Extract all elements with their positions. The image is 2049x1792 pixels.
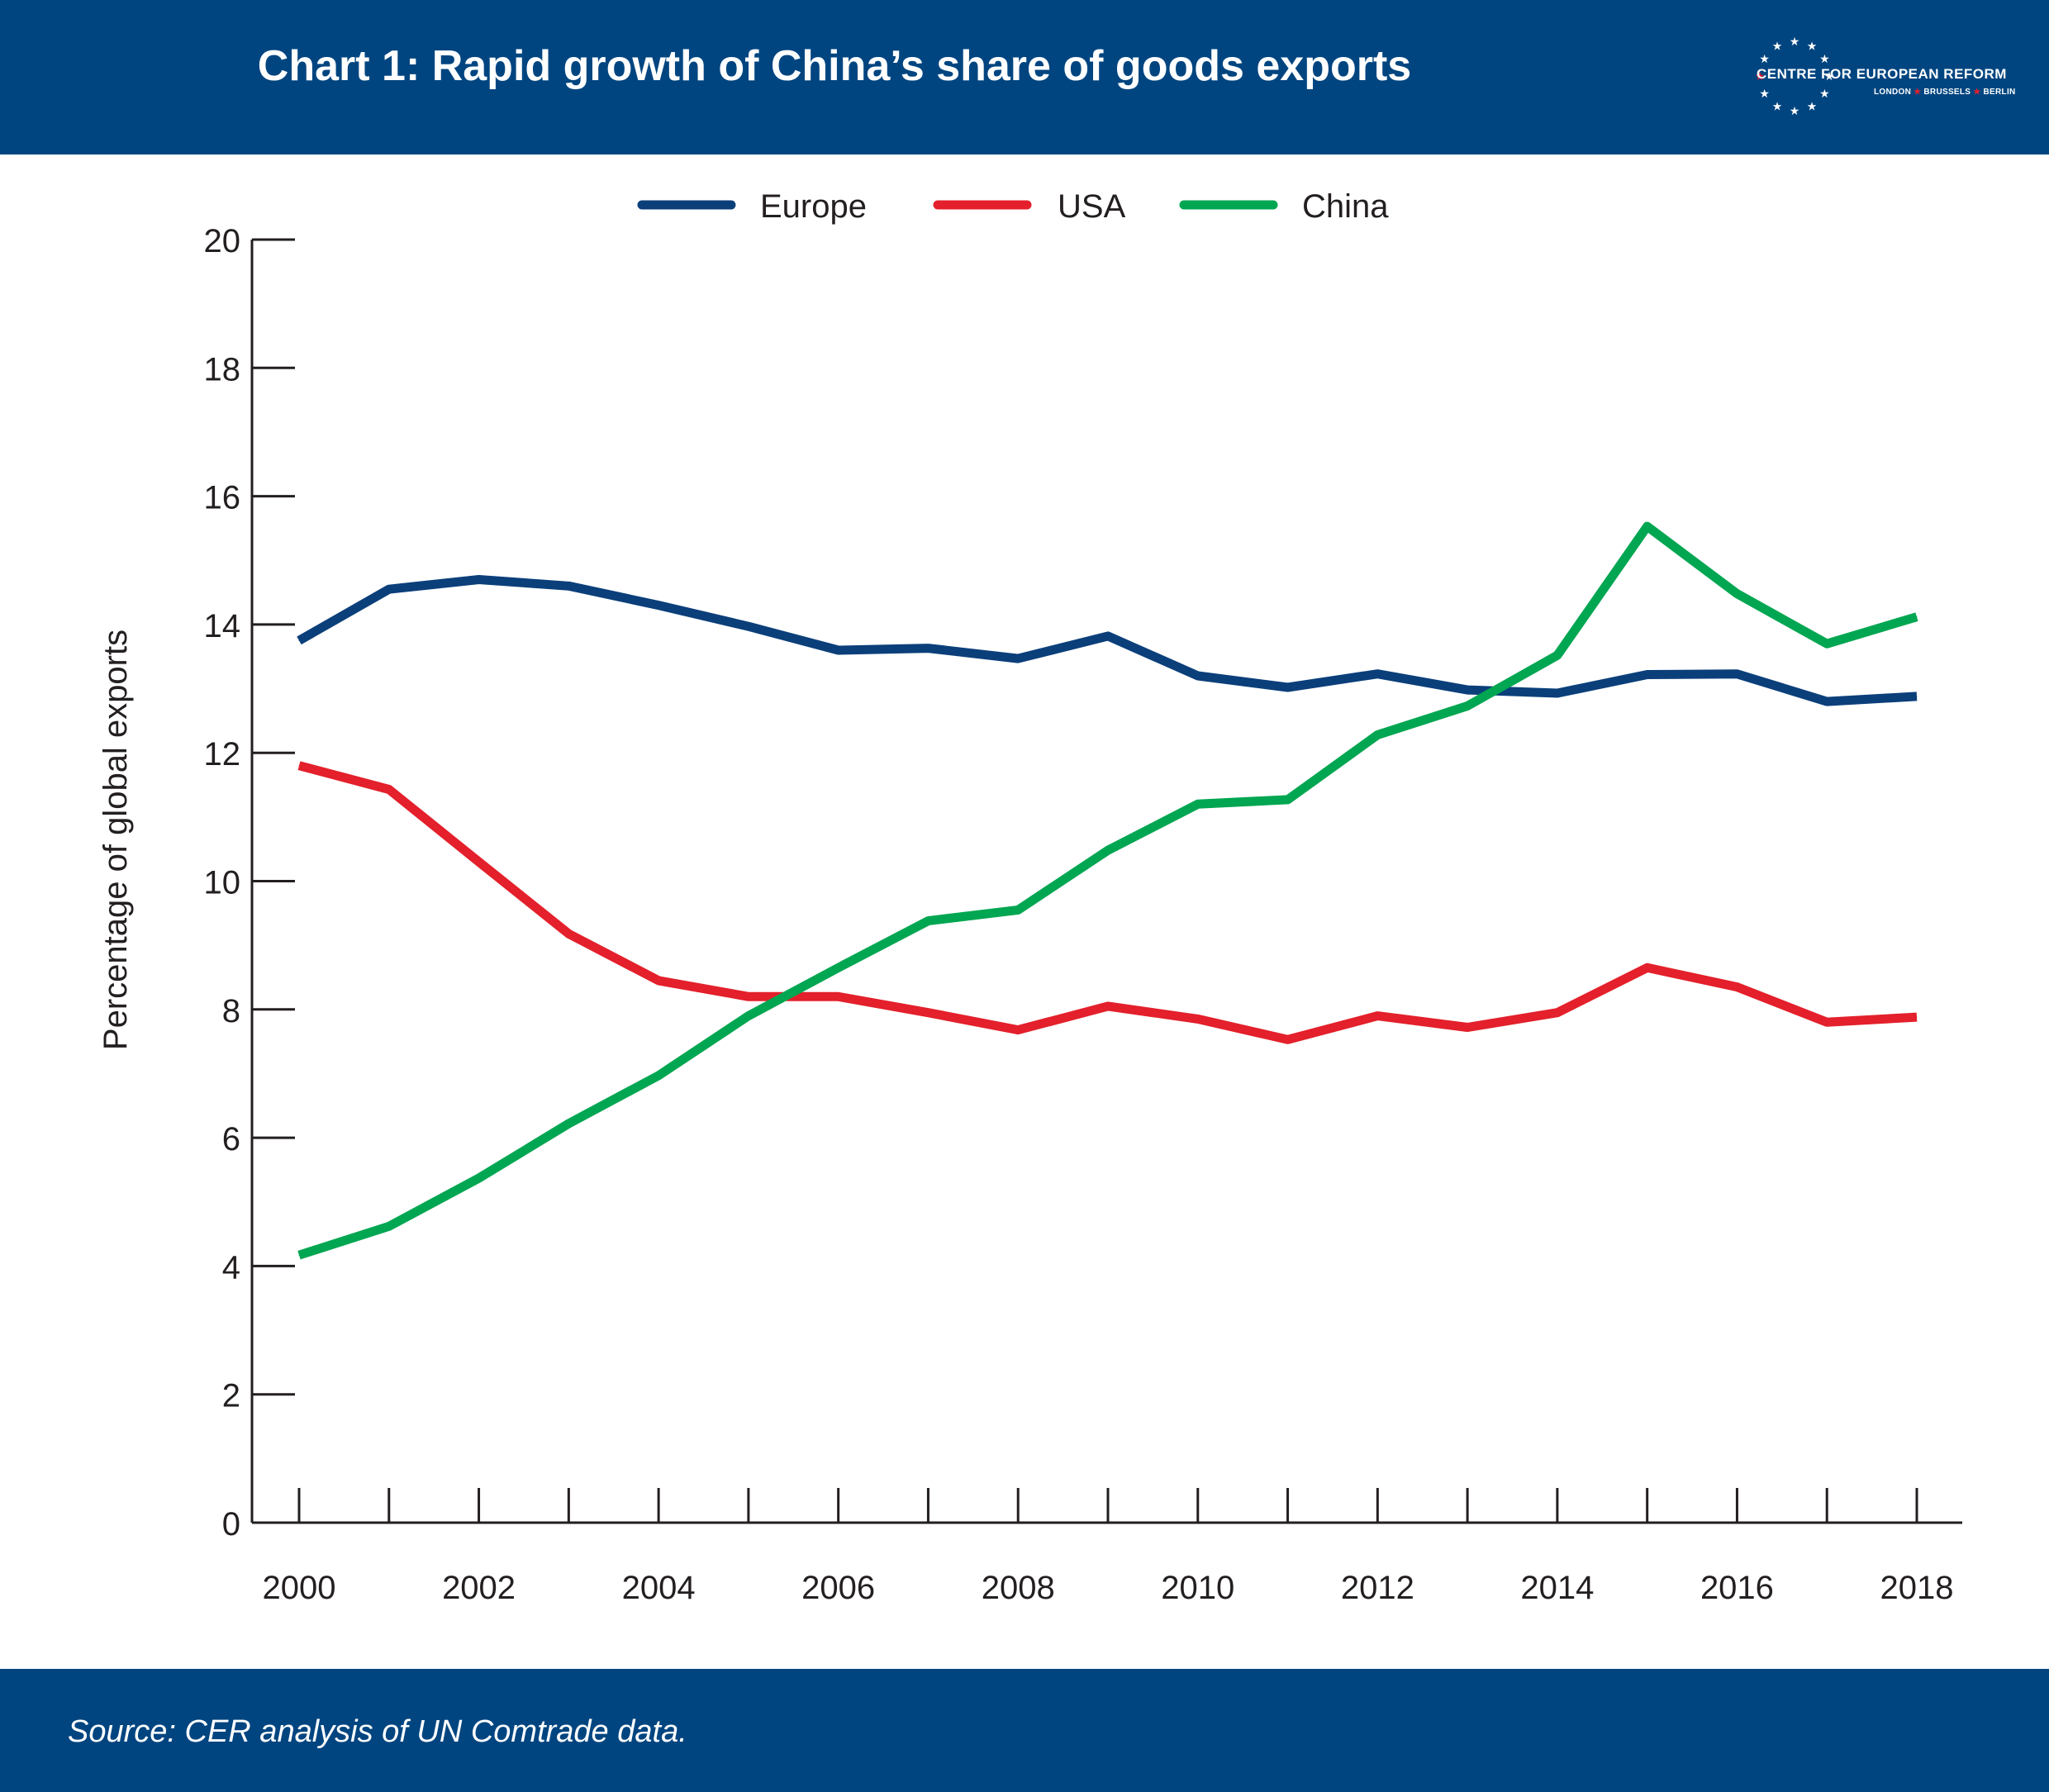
data-point-usa [478,861,480,863]
data-point-usa [1467,1027,1468,1029]
data-point-usa [1107,1005,1109,1007]
data-point-usa [927,1012,929,1014]
logo-name: CENTRE FOR EUROPEAN REFORM [1757,66,2007,82]
x-tick-label: 2010 [1161,1570,1234,1606]
data-point-europe [1376,673,1378,675]
x-tick-label: 2002 [442,1570,516,1606]
data-point-europe [1107,635,1109,637]
y-tick-label: 4 [222,1249,240,1286]
data-point-usa [838,996,839,997]
data-point-usa [658,980,659,982]
logo-star-icon: ★ [1819,87,1830,100]
chart-title: Chart 1: Rapid growth of China’s share o… [257,42,1412,90]
x-tick-label: 2018 [1880,1570,1954,1606]
data-point-china [1736,593,1738,595]
data-point-europe [298,639,300,641]
legend-label: Europe [760,188,867,225]
data-point-china [388,1225,390,1227]
header-band: Chart 1: Rapid growth of China’s share o… [0,0,2049,154]
series-line-europe [297,575,1918,706]
data-point-usa [1287,1039,1289,1040]
data-point-china [927,920,929,922]
x-tick-label: 2004 [622,1570,696,1606]
data-point-usa [1736,986,1738,988]
logo-star-icon: ★ [1807,99,1818,112]
y-tick-label: 18 [204,351,241,387]
source-note: Source: CER analysis of UN Comtrade data… [68,1714,687,1749]
data-point-europe [388,588,390,590]
data-point-europe [658,605,659,606]
legend-label: USA [1058,188,1126,225]
data-point-europe [927,648,929,649]
logo-cities: LONDON ★ BRUSSELS ★ BERLIN [1874,88,2016,97]
y-tick-label: 12 [204,736,241,772]
data-point-usa [1916,1016,1918,1018]
data-point-europe [838,649,839,651]
data-point-usa [1017,1029,1019,1031]
logo-star-icon: ★ [1824,69,1834,83]
data-point-europe [1467,689,1468,691]
logo-star-icon: ★ [1772,99,1783,112]
data-point-europe [478,579,480,581]
logo-star-icon: ★ [1759,87,1770,100]
data-point-europe [1826,701,1828,702]
data-point-china [748,1015,749,1017]
data-point-china [1376,734,1378,735]
data-point-europe [1017,658,1019,659]
data-point-usa [388,788,390,790]
logo-star-icon: ★ [1755,69,1766,83]
series-line-usa [297,761,1918,1044]
series-group [297,521,1918,1260]
logo-star-icon: ★ [1807,40,1818,53]
data-point-usa [1826,1021,1828,1023]
data-point-china [298,1254,300,1256]
data-point-europe [568,585,569,587]
logo-city: LONDON [1874,88,1912,97]
y-tick-label: 2 [222,1378,240,1414]
logo-star-icon: ★ [1790,35,1800,48]
logo-city: BRUSSELS [1923,88,1971,97]
data-point-europe [748,625,749,627]
logo-separator-icon: ★ [1914,88,1922,97]
logo-star-icon: ★ [1819,52,1830,65]
y-tick-label: 0 [222,1506,240,1542]
data-point-china [1287,799,1289,801]
data-point-usa [1376,1015,1378,1017]
y-tick-label: 14 [204,608,241,644]
logo-separator-icon: ★ [1973,88,1981,97]
data-point-usa [298,765,300,767]
y-tick-label: 6 [222,1121,240,1157]
y-axis-title: Percentage of global exports [97,630,134,1050]
y-tick-label: 8 [222,993,240,1029]
logo-star-icon: ★ [1772,40,1783,53]
data-point-china [1197,803,1199,805]
y-tick-label: 10 [204,865,241,901]
legend-label: China [1302,188,1389,225]
y-tick-label: 20 [204,223,241,259]
data-point-china [478,1177,480,1179]
x-tick-label: 2000 [263,1570,336,1606]
logo-star-icon: ★ [1759,52,1770,65]
footer-band: Source: CER analysis of UN Comtrade data… [0,1669,2049,1792]
data-point-usa [748,996,749,997]
data-point-usa [1197,1018,1199,1020]
logo-stars-icon: ★ ★★★★★★★★★★★ [1755,35,1834,117]
x-tick-label: 2012 [1341,1570,1414,1606]
logo-city: BERLIN [1983,88,2016,97]
cer-logo: ★ ★ ★ ★ ★ ★ ★ ★ ★ ★ ★ ★ CENTRE FOR EUROPEAN REFORM … [1735,33,2041,124]
data-point-china [658,1075,659,1077]
x-tick-label: 2014 [1520,1570,1594,1606]
data-point-china [1107,849,1109,851]
data-point-europe [1736,673,1738,675]
x-tick-label: 2008 [982,1570,1055,1606]
data-point-china [838,967,839,968]
line-chart: 0 2 4 6 8 10 12 14 16 18 20 2000 2002 2004 2006 2008 201… [97,188,1962,1606]
x-tick-label: 2006 [801,1570,875,1606]
logo-star-icon: ★ [1790,104,1800,117]
data-point-europe [1197,675,1199,677]
x-tick-label: 2016 [1700,1570,1774,1606]
y-tick-label: 16 [204,480,241,516]
data-point-china [1916,616,1918,618]
